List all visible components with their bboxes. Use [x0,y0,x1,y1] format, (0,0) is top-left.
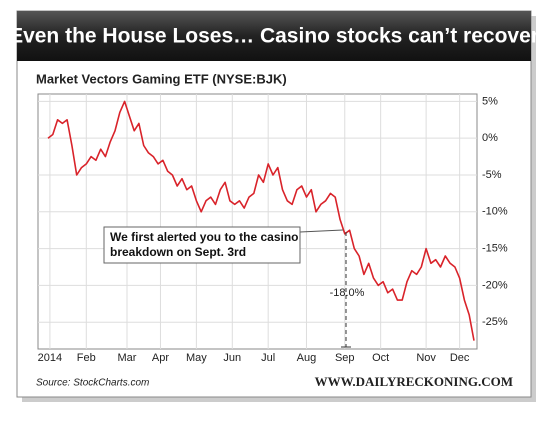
drop-label: -18.0% [330,287,365,299]
y-tick-label: -15% [482,243,508,255]
x-tick-label: Sep [335,352,355,364]
y-tick-label: -25% [482,316,508,328]
callout-text: breakdown on Sept. 3rd [110,245,246,259]
y-tick-label: -5% [482,169,502,181]
x-tick-label: Feb [77,352,96,364]
x-tick-label: Aug [297,352,317,364]
callout-line [299,229,344,233]
y-tick-label: -20% [482,279,508,291]
x-tick-label: 2014 [38,352,62,364]
x-tick-label: Dec [450,352,470,364]
x-tick-label: Nov [416,352,436,364]
x-tick-label: Oct [372,352,389,364]
chart-title: Even the House Loses… Casino stocks can’… [9,25,539,48]
header [17,11,531,61]
callout-text: We first alerted you to the casino [110,230,298,244]
line-series [47,100,475,341]
source: Source: StockCharts.com [36,378,149,389]
chart-subtitle: Market Vectors Gaming ETF (NYSE:BJK) [36,71,287,86]
x-tick-label: Jun [223,352,241,364]
y-tick-label: 0% [482,132,498,144]
x-tick-label: May [186,352,207,364]
plot-area [37,93,478,350]
y-tick-label: 5% [482,95,498,107]
x-tick-label: Jul [261,352,275,364]
x-tick-label: Mar [118,352,137,364]
callout-box [103,226,301,264]
x-tick-label: Apr [152,352,169,364]
credit: WWW.DAILYRECKONING.COM [315,374,513,389]
y-tick-label: -10% [482,206,508,218]
